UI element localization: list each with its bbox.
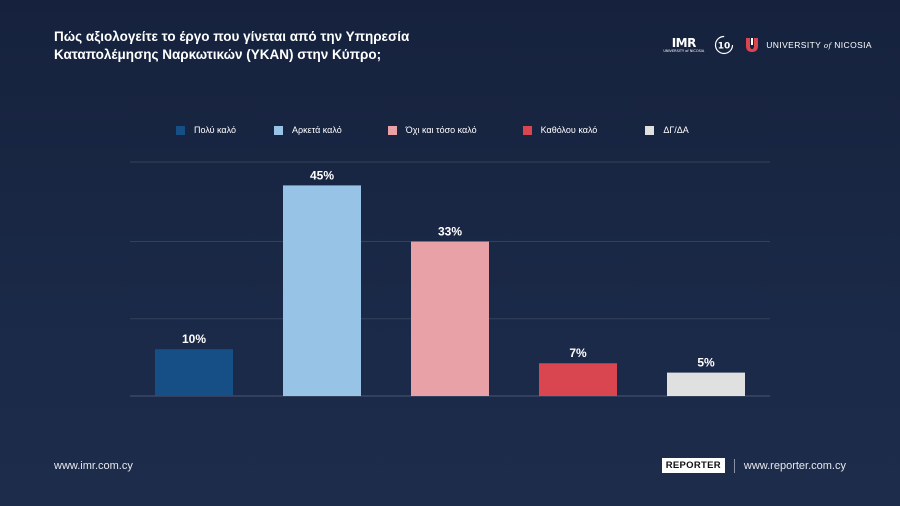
legend-label: Πολύ καλό <box>194 125 237 135</box>
chart-title-line-2: Καταπολέμησης Ναρκωτικών (ΥΚΑΝ) στην Κύπ… <box>54 47 382 62</box>
reporter-footer: REPORTER www.reporter.com.cy <box>661 458 846 473</box>
footer-divider <box>733 458 735 473</box>
legend-item: Αρκετά καλό <box>274 125 342 135</box>
legend-item: Καθόλου καλό <box>522 125 598 135</box>
bar-value-label: 33% <box>438 225 462 239</box>
imr-website[interactable]: www.imr.com.cy <box>54 460 133 472</box>
legend-item: Όχι και τόσο καλό <box>387 125 477 135</box>
legend-item: ΔΓ/ΔΑ <box>645 125 689 135</box>
imr-logo-subtext: UNIVERSITY of NICOSIA <box>663 49 705 53</box>
legend-swatch <box>522 125 532 135</box>
bar <box>283 185 361 396</box>
legend-item: Πολύ καλό <box>176 125 236 135</box>
legend-label: ΔΓ/ΔΑ <box>663 125 689 135</box>
legend-label: Καθόλου καλό <box>540 125 598 135</box>
bar <box>155 349 233 396</box>
chart-bars <box>155 185 745 396</box>
unic-shield-icon <box>746 38 759 52</box>
bar-value-label: 5% <box>697 356 715 370</box>
bar <box>411 241 489 396</box>
chart-legend: Πολύ καλό Αρκετά καλό Όχι και τόσο καλό Καθ… <box>176 125 689 135</box>
unic-logo-text: UNIVERSITY of NICOSIA <box>766 40 872 50</box>
bar <box>667 372 745 396</box>
imr-logo-text: IMR <box>671 36 697 50</box>
legend-label: Αρκετά καλό <box>292 125 342 135</box>
legend-label: Όχι και τόσο καλό <box>405 125 477 135</box>
bar-value-label: 7% <box>569 346 587 360</box>
reporter-website[interactable]: www.reporter.com.cy <box>743 459 846 472</box>
chart-title-line-1: Πώς αξιολογείτε το έργο που γίνεται από … <box>54 29 410 44</box>
bar-value-label: 45% <box>310 168 334 182</box>
bar <box>539 363 617 396</box>
legend-swatch <box>274 125 284 135</box>
chart-gridlines <box>130 161 770 397</box>
chart-title: Πώς αξιολογείτε το έργο που γίνεται από … <box>54 28 574 64</box>
legend-swatch <box>645 125 655 135</box>
bar-value-label: 10% <box>182 332 206 346</box>
legend-swatch <box>387 125 397 135</box>
reporter-logo: REPORTER <box>661 458 725 473</box>
legend-swatch <box>176 125 185 135</box>
anniversary-logo: 10 <box>715 35 734 55</box>
chart-data-labels: 10% 45% 33% 7% 5% <box>182 168 715 369</box>
unic-logo: UNIVERSITY of NICOSIA <box>744 37 872 53</box>
anniversary-logo-text: 10 <box>718 42 731 52</box>
logo-bar: IMR UNIVERSITY of NICOSIA 10 UNIVERSITY … <box>663 34 872 56</box>
imr-logo: IMR UNIVERSITY of NICOSIA <box>663 37 704 53</box>
